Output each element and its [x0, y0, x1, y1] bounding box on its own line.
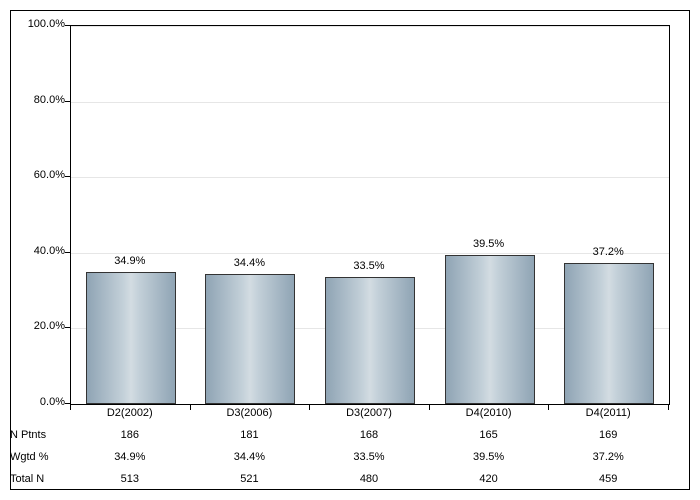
table-cell-totaln: 521	[204, 473, 294, 485]
row-label-wgtd: Wgtd %	[10, 451, 65, 463]
y-tick-label: 20.0%	[5, 320, 65, 332]
bar	[205, 274, 295, 404]
bar	[325, 277, 415, 404]
category-label: D4(2011)	[563, 407, 653, 419]
table-cell-nptnts: 186	[85, 429, 175, 441]
y-tick-mark	[65, 25, 70, 26]
table-cell-nptnts: 181	[204, 429, 294, 441]
row-label-totaln: Total N	[10, 473, 65, 485]
y-tick-mark	[65, 101, 70, 102]
bar	[564, 263, 654, 404]
x-tick-mark	[429, 405, 430, 410]
table-cell-totaln: 480	[324, 473, 414, 485]
bar-value-label: 39.5%	[444, 238, 534, 250]
bar	[445, 255, 535, 404]
table-cell-nptnts: 169	[563, 429, 653, 441]
table-cell-wgtd: 39.5%	[444, 451, 534, 463]
table-cell-nptnts: 168	[324, 429, 414, 441]
x-tick-mark	[668, 405, 669, 410]
y-tick-label: 0.0%	[5, 396, 65, 408]
x-tick-mark	[70, 405, 71, 410]
table-cell-nptnts: 165	[444, 429, 534, 441]
category-label: D3(2006)	[204, 407, 294, 419]
y-tick-label: 60.0%	[5, 169, 65, 181]
bar	[86, 272, 176, 404]
category-label: D4(2010)	[444, 407, 534, 419]
category-label: D3(2007)	[324, 407, 414, 419]
gridline	[71, 102, 669, 103]
y-tick-mark	[65, 403, 70, 404]
table-cell-wgtd: 34.9%	[85, 451, 175, 463]
x-tick-mark	[190, 405, 191, 410]
gridline	[71, 26, 669, 27]
y-tick-mark	[65, 327, 70, 328]
y-tick-mark	[65, 176, 70, 177]
table-cell-totaln: 513	[85, 473, 175, 485]
y-tick-label: 100.0%	[5, 18, 65, 30]
table-cell-wgtd: 34.4%	[204, 451, 294, 463]
table-cell-totaln: 459	[563, 473, 653, 485]
bar-value-label: 34.4%	[204, 257, 294, 269]
gridline	[71, 177, 669, 178]
x-tick-mark	[548, 405, 549, 410]
bar-value-label: 33.5%	[324, 260, 414, 272]
table-cell-wgtd: 37.2%	[563, 451, 653, 463]
y-tick-mark	[65, 252, 70, 253]
table-cell-totaln: 420	[444, 473, 534, 485]
x-tick-mark	[309, 405, 310, 410]
plot-area	[70, 25, 670, 405]
y-tick-label: 40.0%	[5, 245, 65, 257]
row-label-nptnts: N Ptnts	[10, 429, 65, 441]
bar-value-label: 34.9%	[85, 255, 175, 267]
y-tick-label: 80.0%	[5, 94, 65, 106]
bar-value-label: 37.2%	[563, 246, 653, 258]
table-cell-wgtd: 33.5%	[324, 451, 414, 463]
category-label: D2(2002)	[85, 407, 175, 419]
